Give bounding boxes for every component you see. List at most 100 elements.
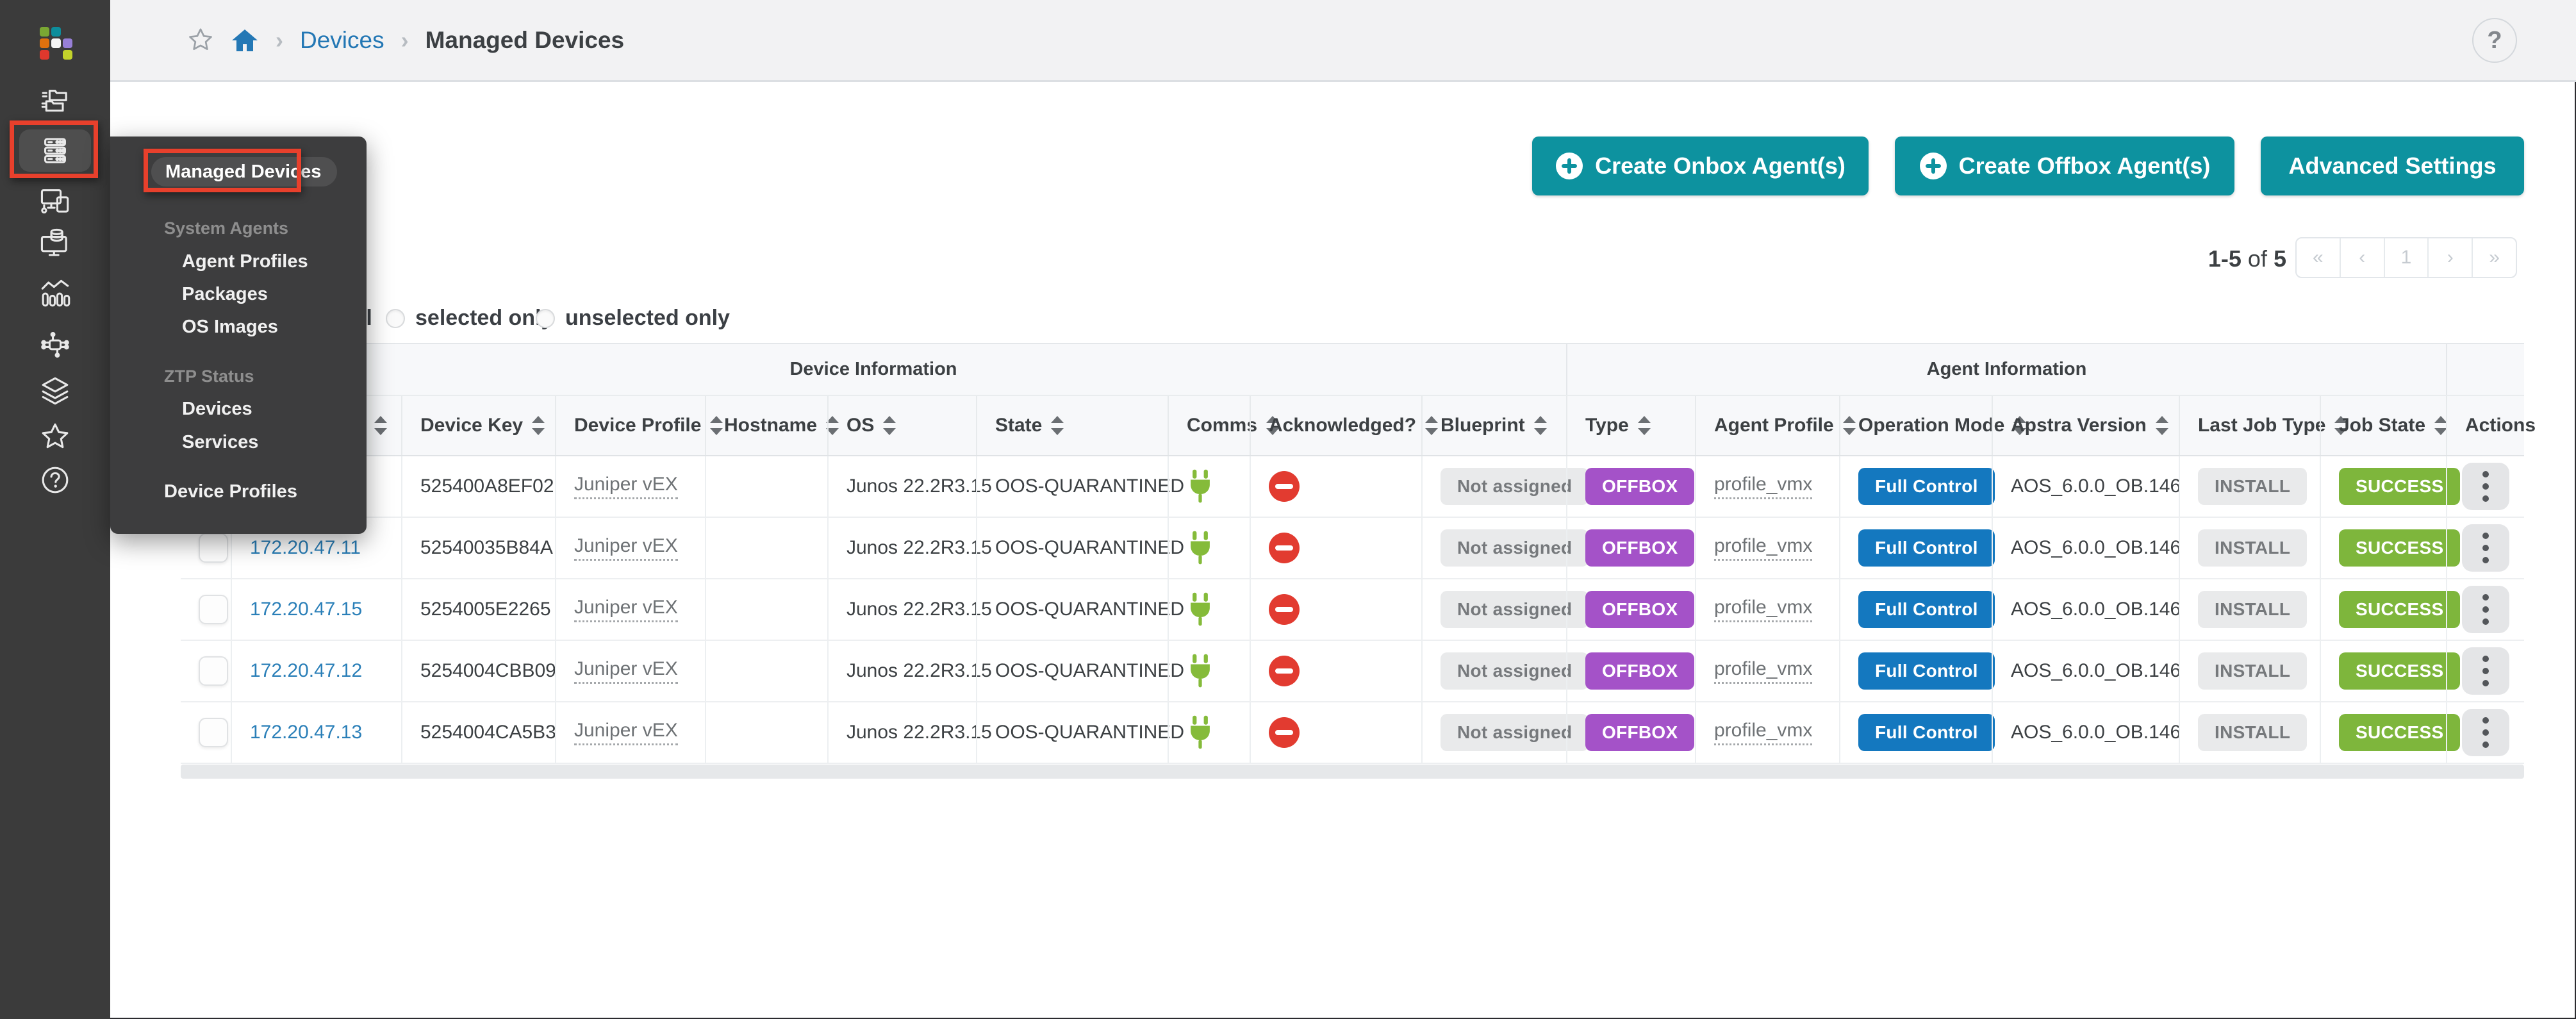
create-onbox-agents-button[interactable]: Create Onbox Agent(s) bbox=[1532, 137, 1869, 195]
agent-profile-link[interactable]: profile_vmx bbox=[1714, 720, 1813, 745]
advanced-settings-button[interactable]: Advanced Settings bbox=[2261, 137, 2524, 195]
col-state[interactable]: State bbox=[976, 396, 1168, 455]
col-device-key[interactable]: Device Key bbox=[401, 396, 555, 455]
apstra-logo-icon[interactable] bbox=[40, 27, 74, 62]
sidebar-item-platform[interactable] bbox=[0, 372, 110, 410]
row-actions-button[interactable] bbox=[2462, 586, 2509, 633]
radio-unselected-only[interactable] bbox=[536, 308, 555, 328]
horizontal-scrollbar[interactable] bbox=[181, 765, 2524, 779]
create-offbox-agents-button[interactable]: Create Offbox Agent(s) bbox=[1895, 137, 2234, 195]
col-type[interactable]: Type bbox=[1566, 396, 1695, 455]
row-actions-button[interactable] bbox=[2462, 709, 2509, 756]
mgmt-ip-link[interactable]: 172.20.47.12 bbox=[250, 660, 363, 681]
row-checkbox[interactable] bbox=[199, 533, 228, 563]
flyout-item-device-profiles[interactable]: Device Profiles bbox=[164, 481, 297, 502]
flyout-item-agent-profiles[interactable]: Agent Profiles bbox=[182, 251, 308, 272]
state-cell: OOS-QUARANTINED bbox=[976, 641, 1184, 701]
sidebar-item-help[interactable] bbox=[0, 461, 110, 499]
col-blueprint[interactable]: Blueprint bbox=[1421, 396, 1566, 455]
agent-profile-link[interactable]: profile_vmx bbox=[1714, 597, 1813, 622]
row-checkbox[interactable] bbox=[199, 656, 228, 686]
col-comms[interactable]: Comms bbox=[1168, 396, 1280, 455]
first-page-button[interactable]: « bbox=[2297, 238, 2340, 277]
sidebar-item-design[interactable] bbox=[0, 181, 110, 220]
filter-option-unselected-only[interactable]: unselected only bbox=[536, 306, 730, 331]
sidebar-item-external-systems[interactable] bbox=[0, 326, 110, 364]
col-agent-profile[interactable]: Agent Profile bbox=[1695, 396, 1856, 455]
flyout-item-ztp-services[interactable]: Services bbox=[182, 432, 259, 452]
device-profile-link[interactable]: Juniper vEX bbox=[574, 720, 678, 745]
job-state-cell: SUCCESS bbox=[2320, 702, 2461, 763]
mgmt-ip-link[interactable]: 172.20.47.13 bbox=[250, 722, 363, 743]
row-actions-button[interactable] bbox=[2462, 524, 2509, 572]
kebab-menu-icon bbox=[2482, 606, 2489, 613]
row-actions-button[interactable] bbox=[2462, 463, 2509, 510]
sort-icon bbox=[1533, 416, 1547, 435]
flyout-item-ztp-devices[interactable]: Devices bbox=[182, 399, 252, 419]
acknowledged-cell bbox=[1250, 641, 1421, 701]
help-button[interactable]: ? bbox=[2472, 18, 2517, 63]
col-acknowledged[interactable]: Acknowledged? bbox=[1250, 396, 1439, 455]
operation-mode-cell: Full Control bbox=[1839, 518, 1995, 578]
page-number-button[interactable]: 1 bbox=[2383, 238, 2428, 277]
col-hostname[interactable]: Hostname bbox=[705, 396, 839, 455]
sidebar-item-devices[interactable] bbox=[0, 131, 110, 170]
device-profile-link[interactable]: Juniper vEX bbox=[574, 597, 678, 622]
breadcrumb: › Devices › Managed Devices bbox=[187, 0, 624, 80]
col-operation-mode[interactable]: Operation Mode bbox=[1839, 396, 2027, 455]
sidebar-item-favorites[interactable] bbox=[0, 418, 110, 456]
col-job-state[interactable]: Job State bbox=[2320, 396, 2448, 455]
flyout-item-packages[interactable]: Packages bbox=[182, 284, 268, 304]
os-cell: Junos 22.2R3.15 bbox=[827, 456, 992, 517]
breadcrumb-separator: › bbox=[276, 26, 283, 53]
sidebar-item-blueprints[interactable] bbox=[0, 82, 110, 120]
group-actions-spacer bbox=[2446, 344, 2524, 395]
last-page-button[interactable]: » bbox=[2472, 238, 2516, 277]
radio-selected-only[interactable] bbox=[386, 308, 405, 328]
pagination-controls: « ‹ 1 › » bbox=[2295, 237, 2517, 278]
row-checkbox[interactable] bbox=[199, 718, 228, 747]
col-last-job-type[interactable]: Last Job Type bbox=[2179, 396, 2348, 455]
col-os[interactable]: OS bbox=[827, 396, 976, 455]
flyout-item-os-images[interactable]: OS Images bbox=[182, 317, 278, 337]
operation-mode-badge: Full Control bbox=[1858, 591, 1995, 628]
resources-icon bbox=[40, 228, 67, 256]
favorite-star-icon[interactable] bbox=[187, 27, 214, 54]
state-cell: OOS-QUARANTINED bbox=[976, 518, 1184, 578]
agent-profile-link[interactable]: profile_vmx bbox=[1714, 535, 1813, 561]
filter-option-selected-only[interactable]: selected only bbox=[386, 306, 553, 331]
operation-mode-badge: Full Control bbox=[1858, 714, 1995, 751]
device-key-cell: 5254004CBB09 bbox=[401, 641, 556, 701]
device-profile-link[interactable]: Juniper vEX bbox=[574, 535, 678, 561]
mgmt-ip-cell: 172.20.47.13 bbox=[231, 702, 401, 763]
next-page-button[interactable]: › bbox=[2427, 238, 2472, 277]
flyout-item-managed-devices[interactable]: Managed Devices bbox=[151, 157, 337, 186]
device-key-cell: 5254005E2265 bbox=[401, 579, 555, 640]
row-checkbox[interactable] bbox=[199, 595, 228, 624]
prev-page-button[interactable]: ‹ bbox=[2339, 238, 2384, 277]
table-row: 172.20.47.12 5254004CBB09 Juniper vEX Ju… bbox=[181, 641, 2524, 702]
type-badge: OFFBOX bbox=[1585, 591, 1695, 628]
actions-cell bbox=[2446, 518, 2524, 578]
sidebar-item-resources[interactable] bbox=[0, 224, 110, 262]
agent-profile-cell: profile_vmx bbox=[1695, 641, 1839, 701]
device-profile-link[interactable]: Juniper vEX bbox=[574, 474, 678, 499]
blueprint-badge: Not assigned bbox=[1441, 652, 1589, 690]
agent-profile-link[interactable]: profile_vmx bbox=[1714, 474, 1813, 499]
last-job-type-cell: INSTALL bbox=[2179, 518, 2320, 578]
blueprint-cell: Not assigned bbox=[1421, 456, 1589, 517]
mgmt-ip-link[interactable]: 172.20.47.11 bbox=[250, 537, 361, 558]
home-icon[interactable] bbox=[231, 28, 259, 53]
breadcrumb-devices-link[interactable]: Devices bbox=[300, 26, 384, 53]
agent-profile-link[interactable]: profile_vmx bbox=[1714, 658, 1813, 684]
operation-mode-cell: Full Control bbox=[1839, 641, 1995, 701]
sidebar-item-analytics[interactable] bbox=[0, 274, 110, 313]
col-apstra-version[interactable]: Apstra Version bbox=[1992, 396, 2179, 455]
last-job-type-cell: INSTALL bbox=[2179, 702, 2320, 763]
annotation-box-managed-devices bbox=[144, 149, 301, 192]
col-device-profile[interactable]: Device Profile bbox=[555, 396, 723, 455]
mgmt-ip-link[interactable]: 172.20.47.15 bbox=[250, 599, 363, 620]
device-profile-link[interactable]: Juniper vEX bbox=[574, 658, 678, 684]
row-actions-button[interactable] bbox=[2462, 647, 2509, 695]
filter-selected-only-label: selected only bbox=[415, 306, 554, 330]
